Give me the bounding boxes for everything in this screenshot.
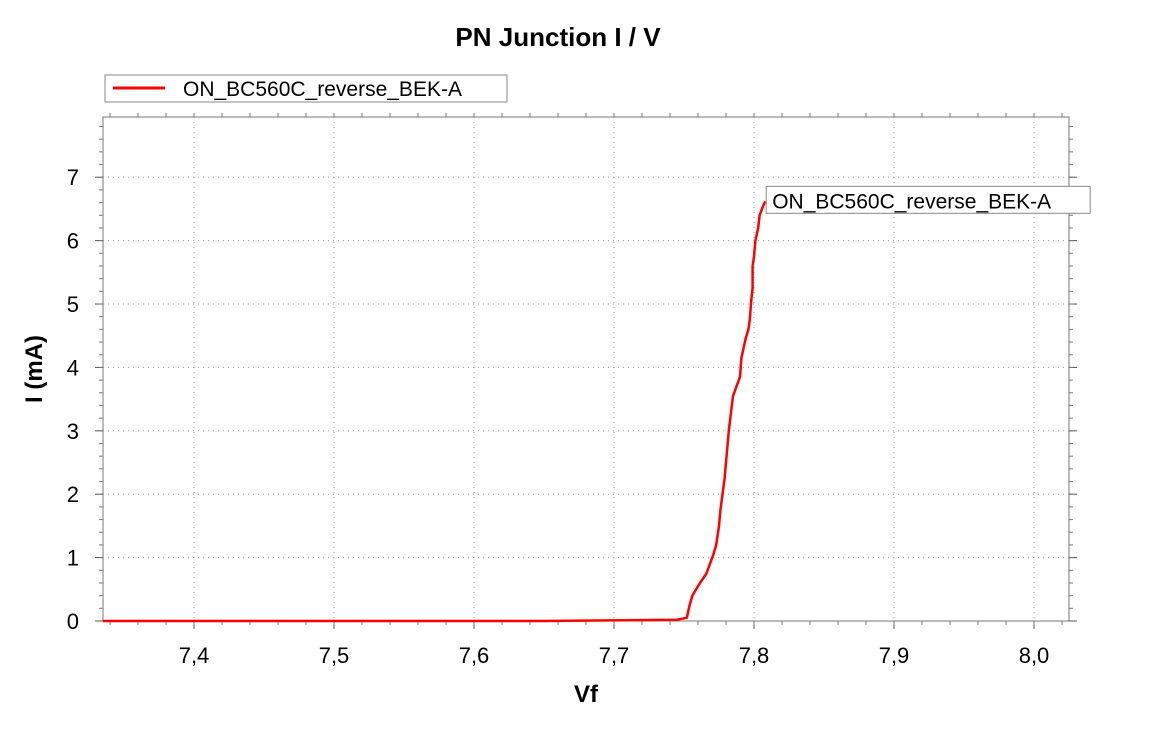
legend: ON_BC560C_reverse_BEK-A	[104, 74, 508, 103]
x-tick-label: 7,4	[179, 643, 210, 668]
y-tick-label: 4	[67, 355, 79, 380]
chart-title: PN Junction I / V	[455, 22, 661, 52]
y-tick-label: 5	[67, 292, 79, 317]
y-tick-label: 7	[67, 165, 79, 190]
x-tick-label: 7,6	[459, 643, 490, 668]
y-tick-label: 0	[67, 609, 79, 634]
x-tick-label: 7,8	[739, 643, 770, 668]
x-axis-label: Vf	[574, 681, 599, 708]
x-tick-label: 7,7	[599, 643, 630, 668]
callout-box	[765, 185, 1091, 214]
x-tick-label: 7,5	[319, 643, 350, 668]
y-tick-label: 2	[67, 482, 79, 507]
y-axis-label: I (mA)	[21, 335, 48, 403]
legend-box	[104, 74, 508, 103]
series-end-label: ON_BC560C_reverse_BEK-A	[765, 185, 1091, 214]
legend-label: ON_BC560C_reverse_BEK-A	[183, 78, 462, 101]
y-tick-label: 3	[67, 419, 79, 444]
y-tick-label: 1	[67, 546, 79, 571]
series-line-on-bc560c	[103, 200, 767, 623]
x-tick-label: 7,9	[879, 643, 910, 668]
y-tick-labels: 0 1 2 3 4 5 6 7	[67, 165, 79, 634]
y-tick-label: 6	[67, 229, 79, 254]
callout-text: ON_BC560C_reverse_BEK-A	[772, 190, 1051, 213]
ticks	[95, 113, 1077, 629]
grid	[103, 117, 1069, 621]
x-tick-label: 8,0	[1019, 643, 1050, 668]
x-tick-labels: 7,4 7,5 7,6 7,7 7,8 7,9 8,0	[179, 643, 1050, 668]
